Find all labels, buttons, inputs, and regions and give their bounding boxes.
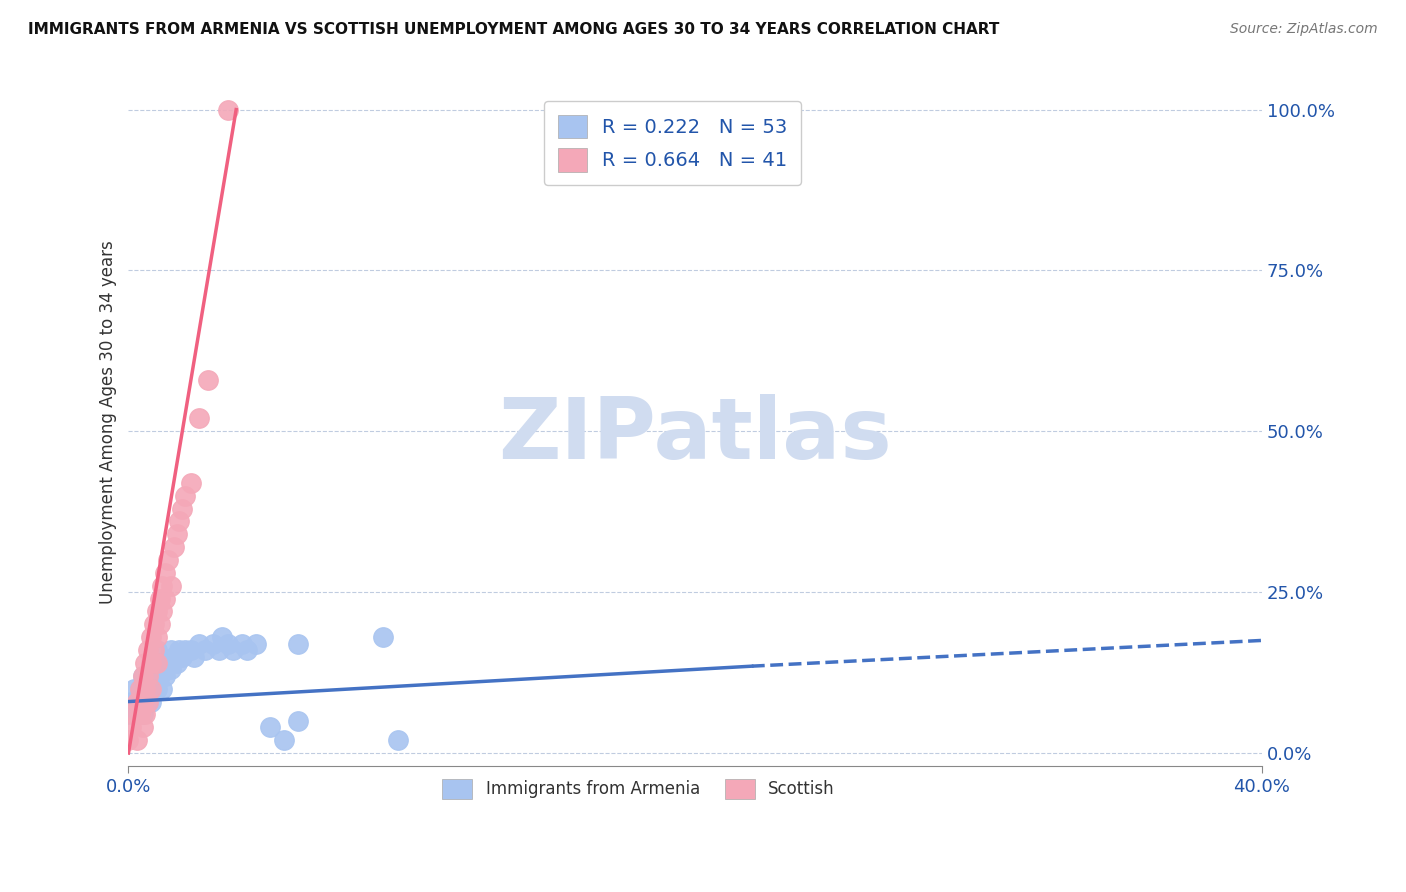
Point bbox=[139, 630, 162, 644]
Point bbox=[117, 733, 139, 747]
Point bbox=[163, 540, 186, 554]
Point bbox=[180, 643, 202, 657]
Point bbox=[217, 637, 239, 651]
Point bbox=[172, 649, 194, 664]
Point bbox=[157, 553, 180, 567]
Text: IMMIGRANTS FROM ARMENIA VS SCOTTISH UNEMPLOYMENT AMONG AGES 30 TO 34 YEARS CORRE: IMMIGRANTS FROM ARMENIA VS SCOTTISH UNEM… bbox=[28, 22, 1000, 37]
Point bbox=[139, 681, 162, 696]
Point bbox=[122, 681, 145, 696]
Point bbox=[134, 681, 156, 696]
Point bbox=[146, 643, 169, 657]
Point bbox=[287, 637, 309, 651]
Point bbox=[174, 643, 197, 657]
Point bbox=[149, 591, 172, 606]
Point bbox=[125, 733, 148, 747]
Point bbox=[160, 662, 183, 676]
Point bbox=[149, 617, 172, 632]
Point bbox=[180, 475, 202, 490]
Point bbox=[122, 707, 145, 722]
Point bbox=[136, 681, 159, 696]
Point bbox=[134, 707, 156, 722]
Point bbox=[120, 720, 142, 734]
Point bbox=[139, 694, 162, 708]
Point bbox=[188, 411, 211, 425]
Legend: Immigrants from Armenia, Scottish: Immigrants from Armenia, Scottish bbox=[436, 772, 841, 805]
Point bbox=[163, 649, 186, 664]
Point bbox=[139, 681, 162, 696]
Point bbox=[152, 681, 174, 696]
Point bbox=[208, 643, 231, 657]
Point bbox=[259, 720, 281, 734]
Point bbox=[174, 489, 197, 503]
Point bbox=[131, 669, 153, 683]
Point bbox=[125, 694, 148, 708]
Point bbox=[139, 656, 162, 670]
Point bbox=[139, 656, 162, 670]
Point bbox=[211, 630, 233, 644]
Point bbox=[136, 669, 159, 683]
Point bbox=[197, 373, 219, 387]
Point bbox=[143, 643, 166, 657]
Point bbox=[245, 637, 267, 651]
Point bbox=[217, 103, 239, 117]
Point bbox=[287, 714, 309, 728]
Point bbox=[149, 669, 172, 683]
Point bbox=[146, 681, 169, 696]
Point bbox=[152, 656, 174, 670]
Point bbox=[236, 643, 259, 657]
Point bbox=[134, 681, 156, 696]
Point bbox=[125, 694, 148, 708]
Point bbox=[120, 694, 142, 708]
Point bbox=[183, 649, 205, 664]
Point bbox=[136, 694, 159, 708]
Point bbox=[146, 605, 169, 619]
Point bbox=[160, 579, 183, 593]
Point bbox=[128, 707, 150, 722]
Point bbox=[134, 656, 156, 670]
Point bbox=[222, 643, 245, 657]
Point bbox=[373, 630, 395, 644]
Point bbox=[128, 681, 150, 696]
Text: Source: ZipAtlas.com: Source: ZipAtlas.com bbox=[1230, 22, 1378, 37]
Point bbox=[160, 643, 183, 657]
Text: ZIPatlas: ZIPatlas bbox=[498, 394, 891, 477]
Point bbox=[143, 617, 166, 632]
Point bbox=[136, 694, 159, 708]
Point bbox=[188, 637, 211, 651]
Point bbox=[169, 515, 191, 529]
Point bbox=[131, 669, 153, 683]
Point bbox=[152, 579, 174, 593]
Point bbox=[172, 501, 194, 516]
Point bbox=[134, 694, 156, 708]
Point bbox=[155, 669, 177, 683]
Point bbox=[166, 656, 188, 670]
Point bbox=[155, 591, 177, 606]
Point bbox=[122, 707, 145, 722]
Point bbox=[136, 643, 159, 657]
Point bbox=[128, 681, 150, 696]
Point bbox=[194, 643, 217, 657]
Point bbox=[202, 637, 225, 651]
Point bbox=[166, 527, 188, 541]
Y-axis label: Unemployment Among Ages 30 to 34 years: Unemployment Among Ages 30 to 34 years bbox=[100, 240, 117, 604]
Point bbox=[131, 720, 153, 734]
Point bbox=[152, 605, 174, 619]
Point bbox=[117, 707, 139, 722]
Point bbox=[231, 637, 253, 651]
Point bbox=[146, 656, 169, 670]
Point bbox=[146, 656, 169, 670]
Point bbox=[131, 707, 153, 722]
Point bbox=[131, 694, 153, 708]
Point bbox=[273, 733, 295, 747]
Point bbox=[136, 669, 159, 683]
Point bbox=[125, 707, 148, 722]
Point bbox=[128, 694, 150, 708]
Point bbox=[387, 733, 409, 747]
Point bbox=[131, 694, 153, 708]
Point bbox=[155, 566, 177, 580]
Point bbox=[169, 643, 191, 657]
Point bbox=[155, 656, 177, 670]
Point bbox=[146, 630, 169, 644]
Point bbox=[143, 669, 166, 683]
